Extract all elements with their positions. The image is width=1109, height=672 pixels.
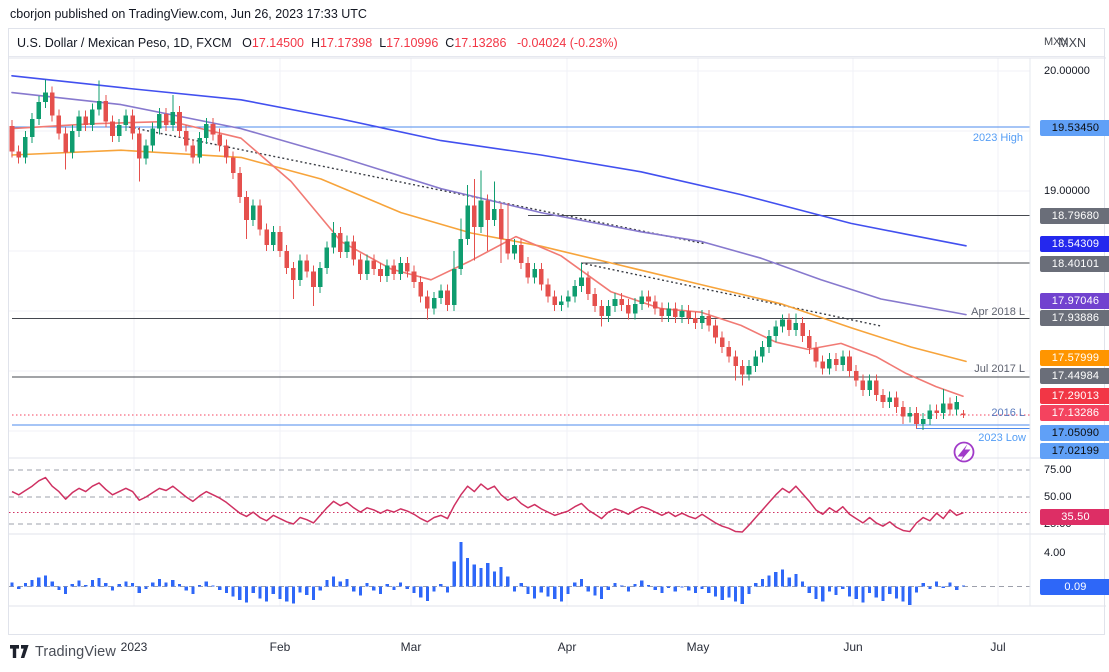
ohlc-key: C: [445, 36, 455, 50]
price-badge: 17.02199: [1040, 443, 1109, 459]
price-badge: 18.79680: [1040, 208, 1109, 224]
symbol-title: U.S. Dollar / Mexican Peso, 1D, FXCM: [17, 36, 232, 50]
price-axis-tick[interactable]: 20.00000: [1044, 65, 1090, 77]
ohlc-value: 17.17398: [320, 36, 373, 50]
level-label: 2016 L: [991, 407, 1025, 419]
level-label: 2023 High: [972, 132, 1023, 144]
attribution-text: cborjon published on TradingView.com, Ju…: [10, 7, 367, 21]
chart-frame: U.S. Dollar / Mexican Peso, 1D, FXCM O17…: [8, 28, 1109, 654]
ma-purple-line: [11, 91, 967, 316]
chart-legend: U.S. Dollar / Mexican Peso, 1D, FXCM O17…: [9, 29, 1104, 57]
histogram-bars: [10, 541, 965, 605]
time-axis-label[interactable]: 2023: [120, 640, 148, 654]
price-badge: 17.29013: [1040, 388, 1109, 404]
indicator-bands: [9, 469, 1030, 587]
ma-red-line: [11, 120, 964, 398]
ohlc-value: 17.10996: [386, 36, 439, 50]
currency-label: MXN: [1058, 36, 1086, 50]
currency-axis-label: MXN: [1044, 36, 1069, 48]
gridlines: [9, 58, 1030, 606]
price-badge: 17.93886: [1040, 310, 1109, 326]
price-badge: 0.09: [1040, 579, 1109, 595]
pane-borders: [9, 57, 1106, 607]
ohlc-key: O: [242, 36, 252, 50]
price-badge: 17.05090: [1040, 425, 1109, 441]
tradingview-logo[interactable]: TradingView: [10, 644, 116, 660]
level-label: Jul 2017 L: [974, 363, 1025, 375]
time-axis-label[interactable]: Jul: [990, 640, 1006, 654]
ohlc-values: O17.14500 H17.17398 L17.10996 C17.13286: [235, 36, 506, 50]
lightning-icon[interactable]: [953, 441, 975, 463]
ohlc-key: H: [311, 36, 321, 50]
price-axis-tick[interactable]: 50.00: [1044, 491, 1072, 503]
ohlc-value: 17.14500: [251, 36, 305, 50]
tradingview-logo-text: TradingView: [35, 644, 116, 660]
change-value: -0.04024 (-0.23%): [516, 36, 618, 50]
ma-blue-line: [11, 75, 967, 247]
price-badge: 18.40101: [1040, 256, 1109, 272]
level-label: 2023 Low: [978, 432, 1026, 444]
time-axis-label[interactable]: Feb: [269, 640, 291, 654]
ohlc-value: 17.13286: [454, 36, 507, 50]
level-label: Apr 2018 L: [971, 306, 1025, 318]
price-badge: 35.50: [1040, 509, 1109, 525]
rsi-line: [11, 476, 964, 533]
price-axis-tick[interactable]: 19.00000: [1044, 185, 1090, 197]
price-badge: 17.57999: [1040, 350, 1109, 366]
time-axis-label[interactable]: Jun: [843, 640, 863, 654]
price-axis-tick[interactable]: 4.00: [1044, 547, 1066, 559]
time-axis-label[interactable]: May: [686, 640, 710, 654]
chart-canvas[interactable]: [9, 29, 1106, 634]
price-level-lines: [12, 126, 1030, 429]
time-axis-label[interactable]: Mar: [400, 640, 422, 654]
candles-layer: [9, 79, 966, 430]
price-badge: 17.44984: [1040, 368, 1109, 384]
price-badge: 18.54309: [1040, 236, 1109, 252]
price-badge: 17.13286: [1040, 405, 1109, 421]
price-badge: 17.97046: [1040, 293, 1109, 309]
price-badge: 19.53450: [1040, 120, 1109, 136]
price-axis-tick[interactable]: 75.00: [1044, 464, 1072, 476]
ohlc-key: L: [379, 36, 387, 50]
ma-orange-line: [11, 149, 967, 363]
tradingview-logo-icon: [10, 645, 29, 658]
time-axis-label[interactable]: Apr: [557, 640, 577, 654]
